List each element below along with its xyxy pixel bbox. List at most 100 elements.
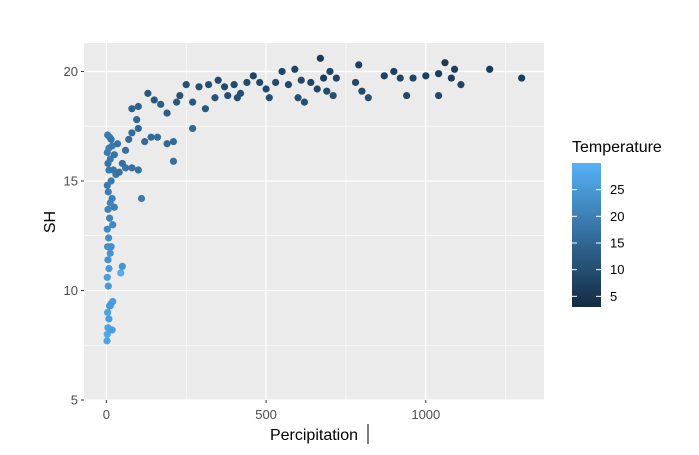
- data-point: [294, 94, 302, 102]
- data-point: [169, 157, 178, 165]
- data-point: [105, 315, 113, 323]
- x-axis-ticks: 0 500 1000: [103, 400, 440, 422]
- data-point: [106, 302, 114, 310]
- data-point: [450, 65, 459, 73]
- data-point: [105, 264, 113, 273]
- data-point: [332, 74, 340, 82]
- data-point: [104, 131, 112, 139]
- legend-label: 25: [610, 182, 624, 197]
- data-point: [125, 135, 133, 143]
- data-point: [137, 194, 146, 203]
- data-point: [278, 67, 286, 76]
- data-point: [422, 72, 430, 80]
- data-point: [262, 85, 270, 93]
- data-point: [118, 262, 126, 270]
- data-point: [173, 98, 181, 106]
- data-point: [128, 164, 136, 172]
- x-tick-label: 0: [103, 407, 110, 422]
- data-point: [113, 140, 122, 148]
- data-point: [390, 67, 398, 76]
- data-point: [380, 72, 388, 80]
- data-point: [351, 78, 360, 87]
- data-point: [163, 140, 171, 148]
- data-point: [313, 85, 321, 93]
- data-point: [109, 166, 117, 174]
- data-point: [107, 243, 115, 251]
- major-gridlines: [84, 43, 544, 401]
- data-point: [147, 133, 155, 141]
- data-point: [110, 151, 118, 159]
- data-point: [323, 87, 331, 95]
- x-tick-label: 1000: [411, 407, 440, 422]
- data-point: [150, 96, 158, 104]
- y-tick-label: 20: [64, 64, 78, 79]
- data-point: [518, 74, 526, 82]
- data-point: [121, 146, 130, 154]
- data-point: [104, 188, 112, 196]
- data-point: [434, 70, 443, 78]
- data-point: [486, 65, 494, 73]
- minor-gridlines: [84, 43, 544, 400]
- data-point: [364, 94, 372, 102]
- data-point: [103, 330, 111, 338]
- data-point: [211, 94, 219, 102]
- data-point: [108, 194, 116, 203]
- data-point: [134, 124, 142, 133]
- data-point: [358, 87, 366, 95]
- color-legend: Temperature 5 10 15 20 25: [572, 139, 662, 307]
- data-point: [107, 177, 115, 185]
- data-point: [106, 249, 114, 257]
- data-point: [249, 72, 257, 80]
- data-point: [284, 81, 293, 89]
- data-point: [204, 81, 213, 89]
- data-point: [117, 269, 125, 277]
- data-point: [457, 81, 465, 89]
- y-axis-title: SH: [42, 211, 59, 233]
- data-point: [256, 78, 264, 87]
- data-point: [201, 105, 209, 113]
- data-point: [105, 214, 114, 222]
- data-point: [189, 124, 197, 133]
- data-point: [128, 129, 136, 137]
- data-point: [297, 76, 305, 84]
- data-point: [326, 67, 334, 76]
- data-point: [103, 225, 111, 233]
- y-tick-label: 5: [71, 393, 78, 408]
- data-point: [182, 81, 190, 89]
- data-point: [434, 91, 443, 100]
- data-point: [195, 83, 203, 91]
- data-point: [409, 74, 417, 82]
- data-point: [220, 83, 229, 91]
- data-point: [153, 133, 162, 141]
- legend-colorbar: [572, 163, 601, 307]
- legend-title: Temperature: [572, 139, 662, 156]
- data-point: [163, 109, 171, 117]
- data-points: [103, 54, 526, 345]
- data-point: [169, 137, 178, 146]
- data-point: [403, 91, 411, 100]
- data-point: [447, 74, 455, 82]
- data-point: [396, 74, 404, 82]
- data-point: [355, 61, 363, 69]
- data-point: [329, 91, 337, 100]
- x-tick-label: 500: [255, 407, 277, 422]
- data-point: [104, 256, 112, 264]
- data-point: [272, 78, 280, 87]
- legend-label: 15: [610, 236, 624, 251]
- data-point: [133, 116, 141, 124]
- data-point: [265, 94, 273, 102]
- data-point: [109, 221, 117, 229]
- data-point: [300, 98, 309, 106]
- data-point: [128, 105, 136, 113]
- data-point: [141, 137, 149, 146]
- data-point: [108, 142, 116, 150]
- data-point: [115, 168, 123, 176]
- data-point: [176, 91, 184, 100]
- data-point: [236, 89, 245, 97]
- data-point: [104, 205, 112, 214]
- data-point: [307, 78, 315, 87]
- data-point: [224, 91, 232, 100]
- data-point: [441, 59, 449, 67]
- legend-ticks: 5 10 15 20 25: [572, 182, 624, 304]
- y-axis-ticks: 5 10 15 20: [64, 64, 84, 408]
